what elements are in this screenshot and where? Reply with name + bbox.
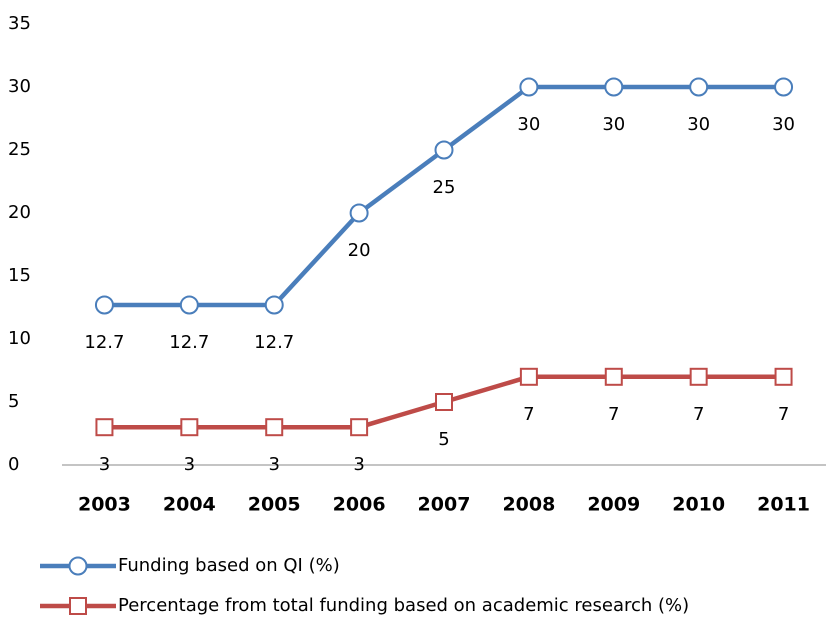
data-point bbox=[265, 418, 284, 437]
x-tick-label: 2008 bbox=[502, 494, 555, 516]
x-tick-label: 2007 bbox=[418, 494, 471, 516]
data-label: 12.7 bbox=[84, 332, 124, 353]
data-label: 30 bbox=[602, 114, 625, 135]
data-point bbox=[774, 367, 793, 386]
data-point bbox=[689, 77, 709, 97]
data-label: 7 bbox=[608, 404, 619, 425]
data-point bbox=[180, 418, 199, 437]
data-label: 3 bbox=[184, 454, 195, 475]
data-point bbox=[519, 367, 538, 386]
x-tick-label: 2006 bbox=[333, 494, 386, 516]
data-label: 20 bbox=[348, 240, 371, 261]
y-tick-label: 20 bbox=[8, 202, 31, 223]
data-point bbox=[689, 367, 708, 386]
data-point bbox=[264, 295, 284, 315]
x-tick-label: 2005 bbox=[248, 494, 301, 516]
data-label: 7 bbox=[523, 404, 534, 425]
data-label: 30 bbox=[687, 114, 710, 135]
y-tick-label: 5 bbox=[8, 391, 19, 412]
data-point bbox=[435, 393, 453, 411]
data-point bbox=[94, 295, 114, 315]
data-label: 3 bbox=[268, 454, 279, 475]
y-tick-label: 0 bbox=[8, 454, 19, 475]
data-point bbox=[350, 418, 369, 437]
x-tick-label: 2010 bbox=[672, 494, 725, 516]
data-point bbox=[349, 203, 369, 223]
legend-label: Percentage from total funding based on a… bbox=[118, 595, 689, 616]
y-tick-label: 10 bbox=[8, 328, 31, 349]
x-tick-label: 2009 bbox=[587, 494, 640, 516]
data-point bbox=[519, 77, 539, 97]
y-tick-label: 15 bbox=[8, 265, 31, 286]
data-label: 12.7 bbox=[254, 332, 294, 353]
data-label: 3 bbox=[99, 454, 110, 475]
data-point bbox=[95, 418, 114, 437]
x-tick-label: 2011 bbox=[757, 494, 810, 516]
data-point bbox=[604, 77, 624, 97]
data-point bbox=[434, 140, 454, 160]
data-label: 30 bbox=[517, 114, 540, 135]
legend-label: Funding based on QI (%) bbox=[118, 555, 340, 576]
data-label: 7 bbox=[778, 404, 789, 425]
data-point bbox=[604, 367, 623, 386]
data-label: 30 bbox=[772, 114, 795, 135]
data-point bbox=[774, 77, 794, 97]
data-label: 25 bbox=[433, 177, 456, 198]
x-tick-label: 2003 bbox=[78, 494, 131, 516]
legend-marker bbox=[69, 597, 87, 615]
data-label: 5 bbox=[438, 429, 449, 450]
y-tick-label: 30 bbox=[8, 76, 31, 97]
y-tick-label: 35 bbox=[8, 13, 31, 34]
data-point bbox=[179, 295, 199, 315]
legend-marker bbox=[68, 556, 88, 576]
data-label: 12.7 bbox=[169, 332, 209, 353]
x-tick-label: 2004 bbox=[163, 494, 216, 516]
data-label: 3 bbox=[353, 454, 364, 475]
y-tick-label: 25 bbox=[8, 139, 31, 160]
data-label: 7 bbox=[693, 404, 704, 425]
